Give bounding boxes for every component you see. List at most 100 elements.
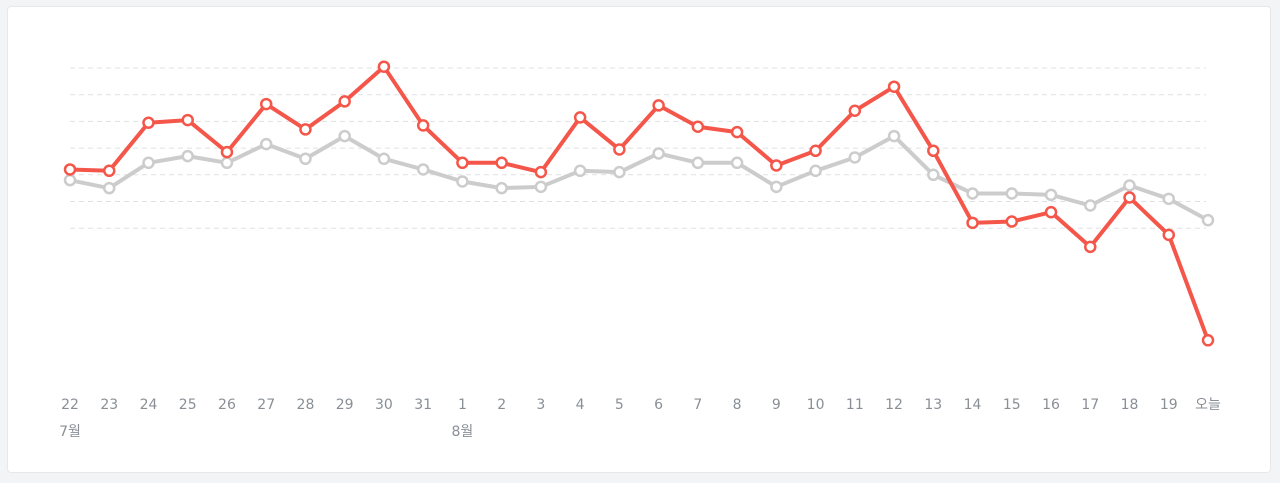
series-line-1	[68, 134, 1210, 223]
series-0-point-26[interactable]	[1084, 240, 1097, 254]
series-0-point-11[interactable]	[495, 156, 508, 170]
x-tick-label-28: 19	[1160, 397, 1178, 413]
series-1-point-6[interactable]	[299, 152, 312, 166]
series-0-point-29[interactable]	[1201, 334, 1215, 347]
x-tick-label-24: 15	[1003, 397, 1021, 413]
series-0-point-4[interactable]	[220, 145, 234, 159]
x-tick-label-9: 31	[414, 397, 432, 413]
series-1-point-28[interactable]	[1162, 192, 1176, 206]
series-line-0	[68, 64, 1210, 343]
series-0-point-5[interactable]	[259, 97, 273, 111]
series-1-point-26[interactable]	[1084, 199, 1097, 212]
series-1-point-27[interactable]	[1123, 179, 1136, 192]
series-0-point-23[interactable]	[966, 216, 979, 230]
series-1-point-20[interactable]	[848, 151, 862, 164]
series-1-point-9[interactable]	[416, 163, 430, 176]
series-0-point-17[interactable]	[730, 125, 744, 139]
x-tick-label-22: 13	[924, 397, 942, 413]
x-tick-label-21: 12	[885, 397, 903, 413]
series-0-point-15[interactable]	[652, 99, 665, 112]
x-tick-label-17: 8	[733, 397, 742, 413]
series-0-point-0[interactable]	[63, 163, 77, 176]
x-tick-label-2: 24	[140, 397, 158, 413]
series-1-point-0[interactable]	[63, 173, 77, 187]
series-1-point-16[interactable]	[691, 156, 705, 170]
gridlines	[70, 67, 1206, 229]
series-0-point-8[interactable]	[377, 60, 391, 73]
series-1-point-17[interactable]	[730, 156, 744, 170]
series-0-point-1[interactable]	[102, 164, 116, 178]
series-1-point-3[interactable]	[181, 149, 194, 163]
series-1-point-19[interactable]	[809, 164, 822, 178]
x-tick-label-26: 17	[1081, 397, 1099, 413]
series-0-point-21[interactable]	[887, 80, 901, 93]
series-1-point-5[interactable]	[259, 137, 273, 151]
month-label-0: 7월	[59, 424, 81, 440]
series-0-point-10[interactable]	[456, 156, 469, 170]
chart-card	[7, 6, 1271, 473]
x-tick-label-4: 26	[218, 397, 236, 413]
series-1-point-29[interactable]	[1201, 213, 1215, 227]
series-1-point-23[interactable]	[966, 187, 979, 200]
series-0-point-19[interactable]	[809, 144, 822, 158]
series-1-point-12[interactable]	[534, 180, 548, 194]
series-1-point-4[interactable]	[220, 156, 234, 170]
x-tick-label-25: 16	[1042, 397, 1060, 413]
series-0-point-24[interactable]	[1005, 215, 1019, 228]
series-0-point-13[interactable]	[573, 111, 587, 124]
series-1-point-13[interactable]	[573, 164, 587, 178]
x-tick-label-29: 오늘	[1195, 397, 1221, 413]
series-1-point-14[interactable]	[613, 165, 626, 179]
series-1-point-8[interactable]	[377, 152, 391, 166]
series-0-point-6[interactable]	[299, 123, 312, 136]
x-tick-label-15: 6	[654, 397, 663, 413]
x-tick-label-10: 1	[458, 397, 467, 413]
series-0-point-20[interactable]	[848, 104, 862, 117]
month-label-1: 8월	[452, 424, 474, 440]
x-tick-label-27: 18	[1121, 397, 1139, 413]
series-0-point-28[interactable]	[1162, 228, 1176, 242]
series-0-point-9[interactable]	[416, 119, 430, 132]
x-tick-label-12: 3	[536, 397, 545, 413]
series-0-point-22[interactable]	[927, 144, 940, 158]
series-0-point-25[interactable]	[1044, 205, 1058, 219]
x-tick-label-11: 2	[497, 397, 506, 413]
series-0-point-3[interactable]	[181, 113, 194, 127]
series-0-point-14[interactable]	[613, 143, 626, 156]
x-tick-label-7: 29	[336, 397, 354, 413]
series-1-point-10[interactable]	[456, 175, 469, 188]
series-0-point-7[interactable]	[338, 95, 351, 108]
x-tick-label-0: 22	[61, 397, 79, 413]
x-tick-label-19: 10	[807, 397, 825, 413]
series-0-point-16[interactable]	[691, 120, 705, 134]
x-tick-label-8: 30	[375, 397, 393, 413]
series-lines	[68, 64, 1210, 343]
x-tick-label-23: 14	[964, 397, 982, 413]
series-0-point-18[interactable]	[770, 159, 783, 172]
series-1-point-18[interactable]	[770, 180, 783, 194]
series-1-point-25[interactable]	[1044, 188, 1058, 202]
x-tick-label-5: 27	[257, 397, 275, 413]
x-tick-label-16: 7	[693, 397, 702, 413]
data-points	[63, 60, 1215, 347]
series-1-point-2[interactable]	[142, 156, 155, 170]
x-tick-label-1: 23	[100, 397, 118, 413]
series-1-point-24[interactable]	[1005, 187, 1019, 200]
month-labels: 7월 8월	[59, 424, 473, 440]
series-1-point-15[interactable]	[652, 147, 665, 160]
series-0-point-27[interactable]	[1123, 191, 1136, 204]
series-1-point-11[interactable]	[495, 181, 508, 195]
series-1-point-21[interactable]	[887, 129, 901, 143]
series-1-point-7[interactable]	[338, 129, 351, 143]
x-tick-label-18: 9	[772, 397, 781, 413]
series-1-point-1[interactable]	[102, 181, 116, 195]
x-tick-label-20: 11	[846, 397, 864, 413]
x-tick-label-14: 5	[615, 397, 624, 413]
series-1-point-22[interactable]	[927, 168, 940, 182]
series-0-point-12[interactable]	[534, 165, 548, 179]
x-tick-label-3: 25	[179, 397, 197, 413]
x-tick-label-13: 4	[576, 397, 585, 413]
x-axis-tick-labels: 22 23 24 25 26 27 28 29 30 31 1 2 3 4 5 6 7 8 9 10 11 12 13 14 1…	[61, 397, 1221, 413]
series-0-point-2[interactable]	[142, 116, 155, 130]
